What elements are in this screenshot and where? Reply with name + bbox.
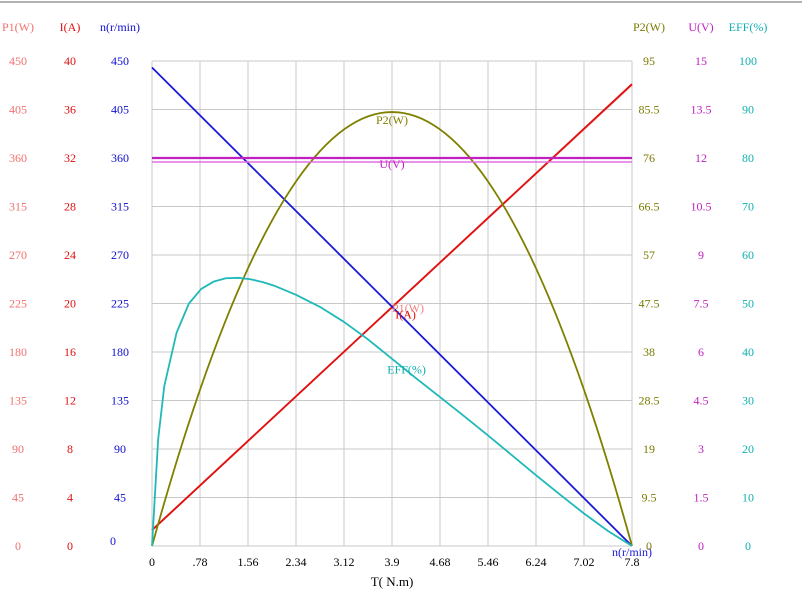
tick-label-p1: 225: [9, 297, 27, 311]
tick-label-i: 16: [64, 345, 76, 359]
tick-label-n: 45: [114, 491, 126, 505]
curve-label-i-a: I(A): [395, 307, 416, 321]
x-tick-label: 7.8: [625, 555, 640, 569]
tick-label-p1: 0: [15, 539, 21, 553]
tick-label-u: 1.5: [694, 491, 709, 505]
tick-label-p1: 90: [12, 442, 24, 456]
axis-title-p2: P2(W): [633, 20, 665, 34]
tick-label-p2: 76: [643, 151, 655, 165]
axis-title-n: n(r/min): [100, 20, 140, 34]
tick-label-p2: 19: [643, 442, 655, 456]
axis-title-i: I(A): [60, 20, 81, 34]
curve-label-u-v: U(V): [379, 157, 404, 171]
tick-label-i: 20: [64, 297, 76, 311]
x-tick-label: 3.9: [385, 555, 400, 569]
axis-title-p1: P1(W): [2, 20, 34, 34]
tick-label-u: 3: [698, 442, 704, 456]
tick-label-p2: 57: [643, 248, 655, 262]
x-tick-label: 0: [149, 555, 155, 569]
tick-label-u: 4.5: [694, 394, 709, 408]
tick-label-i: 24: [64, 248, 76, 262]
tick-label-n: 225: [111, 297, 129, 311]
tick-label-eff: 10: [742, 491, 754, 505]
tick-label-p2: 38: [643, 345, 655, 359]
x-tick-label: 4.68: [430, 555, 451, 569]
tick-label-i: 0: [67, 539, 73, 553]
x-tick-label: 6.24: [526, 555, 547, 569]
tick-label-eff: 70: [742, 200, 754, 214]
x-tick-label: 7.02: [574, 555, 595, 569]
tick-label-n: 270: [111, 248, 129, 262]
tick-label-p1: 270: [9, 248, 27, 262]
tick-label-p1: 135: [9, 394, 27, 408]
tick-label-eff: 60: [742, 248, 754, 262]
tick-label-p2: 95: [643, 54, 655, 68]
tick-label-n: 405: [111, 103, 129, 117]
tick-label-n: 315: [111, 200, 129, 214]
tick-label-eff: 80: [742, 151, 754, 165]
curve-label-eff: EFF(%): [387, 363, 426, 377]
tick-label-p1: 405: [9, 103, 27, 117]
tick-label-n: 0: [110, 534, 116, 548]
series-line-n-r-min: [151, 66, 633, 547]
tick-label-p1: 450: [9, 54, 27, 68]
axis-title-eff: EFF(%): [729, 20, 768, 34]
tick-label-n: 360: [111, 151, 129, 165]
x-axis-label: T( N.m): [371, 574, 414, 589]
tick-label-i: 28: [64, 200, 76, 214]
tick-label-p2: 66.5: [639, 200, 660, 214]
tick-label-p1: 360: [9, 151, 27, 165]
tick-label-p1: 45: [12, 491, 24, 505]
tick-label-i: 12: [64, 394, 76, 408]
x-tick-label: 1.56: [238, 555, 259, 569]
series-line-eff: [151, 276, 633, 547]
curve-label-p2-w: P2(W): [376, 113, 408, 127]
tick-label-u: 10.5: [691, 200, 712, 214]
tick-label-eff: 90: [742, 103, 754, 117]
tick-label-eff: 40: [742, 345, 754, 359]
tick-label-u: 6: [698, 345, 704, 359]
tick-label-p2: 9.5: [642, 491, 657, 505]
curve-label-p1-w: P1(W): [392, 301, 424, 315]
tick-label-eff: 20: [742, 442, 754, 456]
x-tick-label: 5.46: [478, 555, 499, 569]
tick-label-i: 36: [64, 103, 76, 117]
tick-label-i: 8: [67, 442, 73, 456]
series-line-p2-w: [151, 111, 633, 547]
tick-label-eff: 0: [745, 539, 751, 553]
tick-label-n: 450: [111, 54, 129, 68]
tick-label-eff: 50: [742, 297, 754, 311]
tick-label-u: 15: [695, 54, 707, 68]
tick-label-u: 13.5: [691, 103, 712, 117]
curve-label-n-r-min: n(r/min): [612, 545, 652, 559]
tick-label-p1: 315: [9, 200, 27, 214]
tick-label-u: 9: [698, 248, 704, 262]
x-tick-label: 3.12: [334, 555, 355, 569]
tick-label-n: 135: [111, 394, 129, 408]
tick-label-eff: 30: [742, 394, 754, 408]
tick-label-eff: 100: [739, 54, 757, 68]
tick-label-i: 4: [67, 491, 73, 505]
x-tick-label: 2.34: [286, 555, 307, 569]
tick-label-u: 12: [695, 151, 707, 165]
tick-label-p2: 47.5: [639, 297, 660, 311]
tick-label-u: 7.5: [694, 297, 709, 311]
tick-label-i: 40: [64, 54, 76, 68]
tick-label-p2: 28.5: [639, 394, 660, 408]
tick-label-p2: 0: [646, 539, 652, 553]
axis-title-u: U(V): [688, 20, 713, 34]
tick-label-p2: 85.5: [639, 103, 660, 117]
tick-label-u: 0: [698, 539, 704, 553]
tick-label-i: 32: [64, 151, 76, 165]
x-tick-label: .78: [193, 555, 208, 569]
tick-label-n: 180: [111, 345, 129, 359]
tick-label-p1: 180: [9, 345, 27, 359]
tick-label-n: 90: [114, 442, 126, 456]
